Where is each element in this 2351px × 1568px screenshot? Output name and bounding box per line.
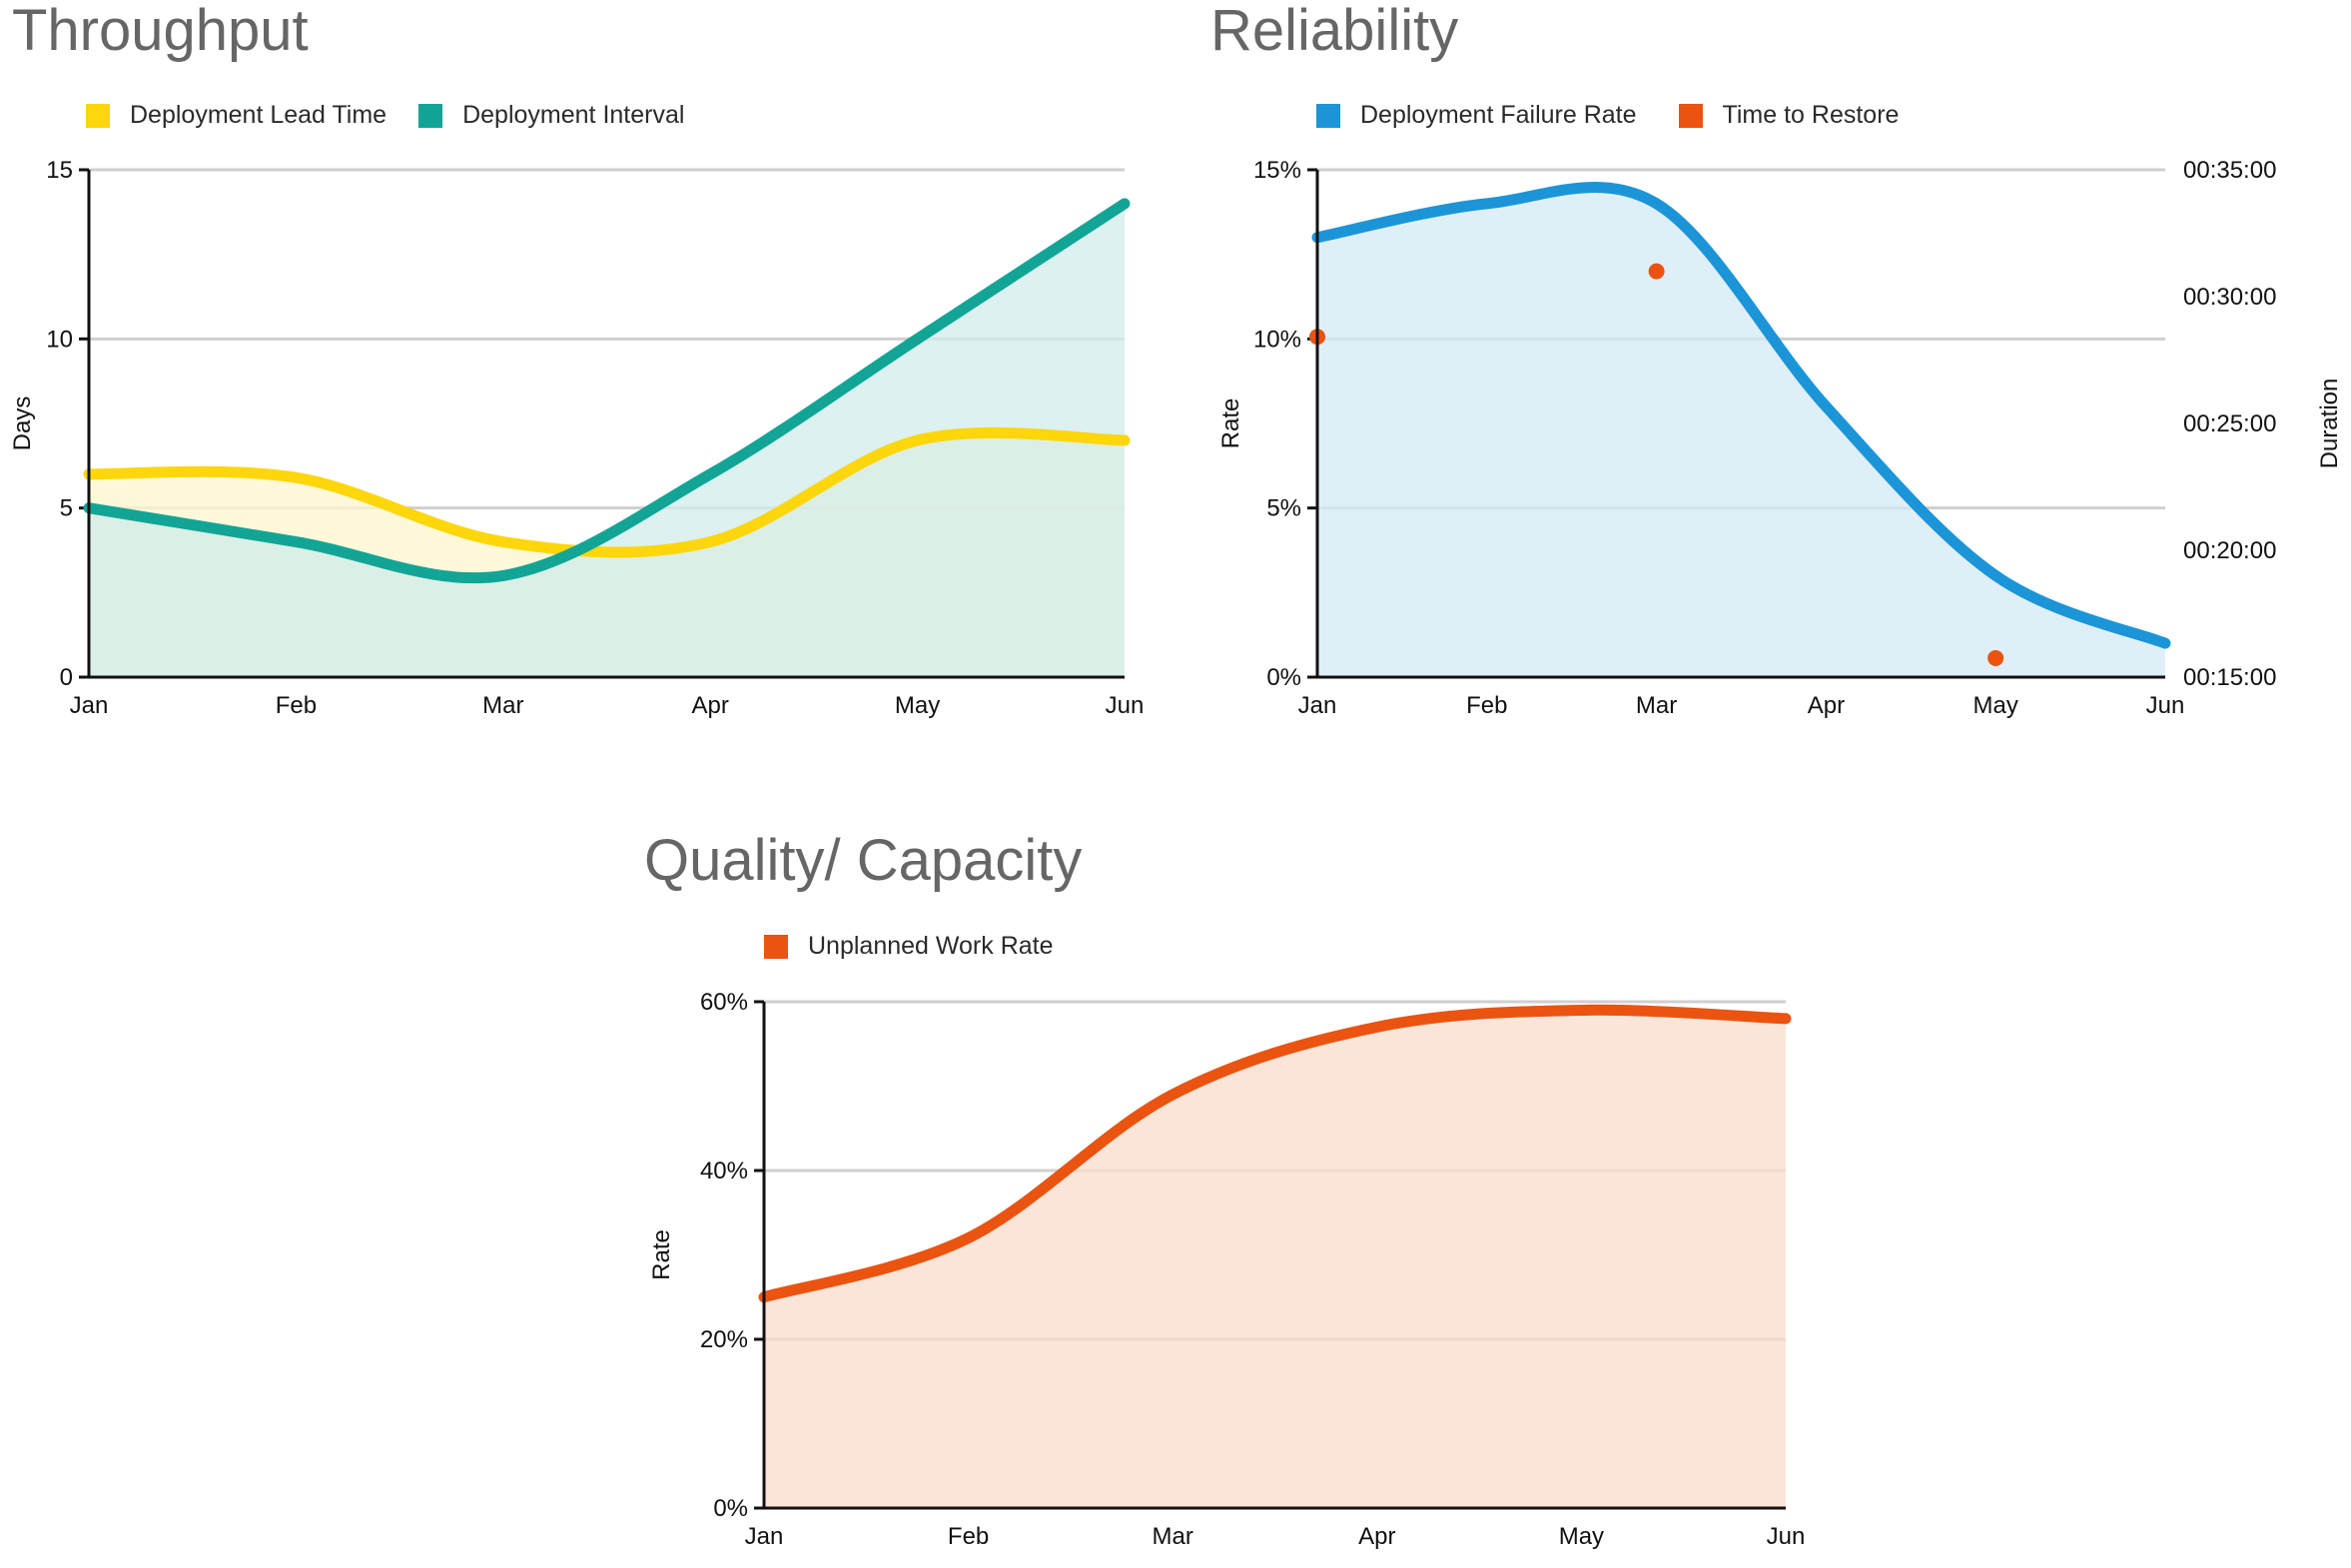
legend-item-time-to-restore[interactable]: Time to Restore [1678,101,1900,130]
y-tick-label: 0% [713,1495,748,1522]
y-axis-title: Rate [1217,398,1244,449]
x-tick-label: Jan [1298,692,1337,719]
x-tick-label: Apr [1358,1523,1395,1550]
y-tick-label: 0% [1266,664,1301,691]
legend-swatch [86,103,110,128]
x-tick-label: May [1973,692,2018,719]
y2-tick-label: 00:30:00 [2183,284,2276,311]
x-tick-label: Jun [1106,692,1145,719]
y-tick-label: 10 [46,326,73,353]
series-line [83,426,1131,558]
x-tick-label: Apr [1808,692,1845,719]
quality-capacity-title: Quality/ Capacity [644,828,1083,893]
y-tick-label: 15 [46,157,73,184]
y2-tick-label: 00:25:00 [2183,410,2276,437]
series-line [758,1004,1792,1303]
x-tick-label: Jun [1767,1523,1806,1550]
x-tick-label: Jan [745,1523,784,1550]
x-tick-label: Mar [1153,1523,1193,1550]
y-tick-label: 10% [1253,326,1301,353]
x-tick-label: May [895,692,940,719]
area-fill [89,203,1125,677]
legend-label: Deployment Interval [462,101,685,129]
y2-tick-label: 00:15:00 [2183,664,2276,691]
legend-label: Unplanned Work Rate [808,932,1054,960]
legend-swatch [764,934,788,959]
x-tick-label: Jun [2146,692,2185,719]
reliability-legend: Deployment Failure Rate Time to Restore [1316,101,1929,130]
legend-label: Time to Restore [1722,101,1900,129]
x-tick-label: Feb [276,692,317,719]
area-fill [1317,187,2165,678]
legend-item-deployment-failure-rate[interactable]: Deployment Failure Rate [1316,101,1637,130]
legend-label: Deployment Lead Time [130,101,388,129]
quality-legend: Unplanned Work Rate [764,932,1084,961]
legend-label: Deployment Failure Rate [1360,101,1637,129]
x-tick-label: May [1559,1523,1604,1550]
legend-item-deployment-lead-time[interactable]: Deployment Lead Time [86,101,387,130]
legend-item-deployment-interval[interactable]: Deployment Interval [418,101,684,130]
chart-3: 0% 20% 40% 60% Jan Feb Mar Apr May Jun Rate [648,989,1805,1550]
y-axis-title: Rate [648,1229,675,1280]
throughput-legend: Deployment Lead Time Deployment Interval [86,101,714,130]
y-tick-label: 5 [60,495,73,522]
area-fill [764,1010,1786,1508]
y-tick-label: 20% [700,1326,748,1353]
scatter-point [1987,649,2004,666]
chart-1: 0 5 10 15 Jan Feb Mar Apr May Jun Days [9,157,1144,719]
legend-swatch [1316,103,1340,128]
series-line [83,198,1131,584]
y2-tick-label: 00:35:00 [2183,157,2276,184]
y2-axis-title: Duration [2316,379,2343,469]
x-tick-label: Mar [1636,692,1677,719]
x-tick-label: Feb [1466,692,1507,719]
y-tick-label: 5% [1266,495,1301,522]
scatter-point [1648,263,1665,280]
legend-swatch [418,103,443,128]
y-tick-label: 15% [1253,157,1301,184]
legend-item-unplanned-work-rate[interactable]: Unplanned Work Rate [764,932,1054,961]
y-tick-label: 60% [700,989,748,1016]
x-tick-label: Jan [70,692,109,719]
y2-tick-label: 00:20:00 [2183,537,2276,564]
x-tick-label: Feb [948,1523,989,1550]
legend-swatch [1678,103,1703,128]
y-tick-label: 40% [700,1158,748,1184]
reliability-title: Reliability [1210,0,1459,63]
series-line [1311,181,2171,649]
chart-2: 0% 5% 10% 15% 00:15:00 00:20:00 00:25:00 00:30:… [1217,157,2343,719]
y-tick-label: 0 [60,664,73,691]
throughput-title: Throughput [12,0,309,63]
x-tick-label: Apr [692,692,729,719]
x-tick-label: Mar [482,692,523,719]
y-axis-title: Days [9,396,36,451]
